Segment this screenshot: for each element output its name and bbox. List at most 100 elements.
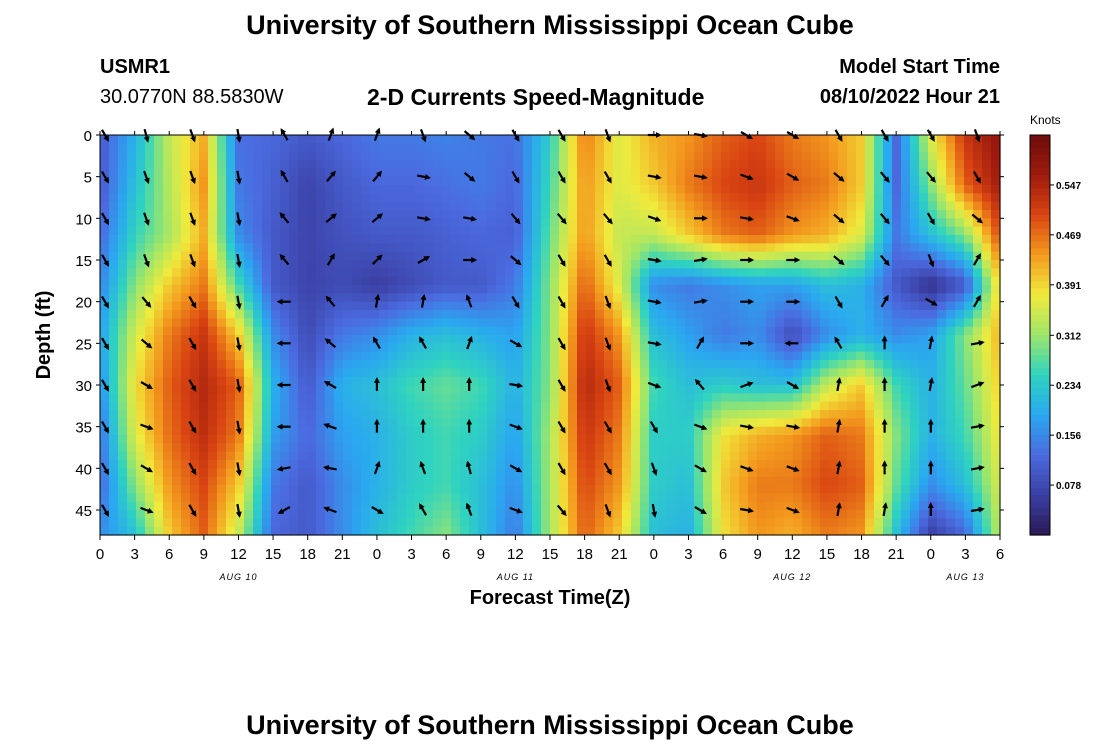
heatmap-cell [127, 160, 137, 169]
heatmap-cell [658, 335, 668, 344]
heatmap-cell [136, 143, 146, 153]
heatmap-cell [505, 418, 515, 428]
current-vector-arrow [101, 504, 109, 517]
heatmap-cell [856, 318, 866, 328]
heatmap-cell [127, 293, 137, 303]
heatmap-cell [370, 460, 380, 469]
heatmap-cell [757, 351, 767, 361]
heatmap-cell [541, 251, 551, 261]
heatmap-cell [514, 476, 524, 486]
heatmap-cell [289, 151, 299, 161]
heatmap-cell [460, 401, 470, 411]
heatmap-cell [901, 143, 911, 153]
heatmap-cell [352, 176, 362, 186]
heatmap-cell [397, 285, 407, 294]
current-vector-arrow [879, 254, 890, 267]
heatmap-cell [208, 526, 218, 536]
heatmap-cell [271, 168, 281, 178]
heatmap-cell [829, 151, 839, 161]
heatmap-cell [496, 243, 506, 253]
heatmap-cell [802, 518, 812, 528]
heatmap-cell [991, 185, 1001, 194]
current-vector-arrow [188, 379, 197, 392]
heatmap-cell [163, 268, 173, 278]
heatmap-cell [856, 435, 866, 444]
heatmap-cell [622, 160, 632, 169]
heatmap-cell [631, 168, 641, 178]
heatmap-cell [532, 326, 542, 336]
heatmap-cell [784, 335, 794, 344]
heatmap-cell [892, 493, 902, 503]
heatmap-cell [991, 501, 1001, 511]
heatmap-cell [838, 460, 848, 469]
heatmap-cell [676, 235, 686, 244]
current-vector-arrow [419, 129, 427, 143]
heatmap-cell [910, 401, 920, 411]
heatmap-cell [298, 326, 308, 336]
heatmap-cell [253, 326, 263, 336]
heatmap-cell [514, 426, 524, 436]
heatmap-cell [676, 201, 686, 211]
heatmap-cell [523, 151, 533, 161]
heatmap-cell [820, 201, 830, 211]
heatmap-cell [622, 493, 632, 503]
heatmap-cell [145, 493, 155, 503]
heatmap-cell [244, 385, 254, 394]
heatmap-cell [406, 151, 416, 161]
heatmap-cell [901, 135, 911, 144]
heatmap-cell [604, 418, 614, 428]
heatmap-cell [784, 518, 794, 528]
heatmap-cell [991, 201, 1001, 211]
heatmap-cell [352, 476, 362, 486]
heatmap-cell [577, 243, 587, 253]
heatmap-cell [316, 276, 326, 286]
heatmap-cell [667, 485, 677, 494]
heatmap-cell [487, 235, 497, 244]
heatmap-cell [604, 185, 614, 194]
heatmap-cell [217, 260, 227, 269]
heatmap-cell [919, 160, 929, 169]
heatmap-cell [316, 376, 326, 386]
heatmap-cell [388, 351, 398, 361]
heatmap-cell [532, 160, 542, 169]
heatmap-cell [469, 385, 479, 394]
heatmap-cell [685, 518, 695, 528]
heatmap-cell [802, 335, 812, 344]
heatmap-cell [577, 251, 587, 261]
heatmap-cell [703, 376, 713, 386]
heatmap-cell [784, 435, 794, 444]
heatmap-cell [172, 476, 182, 486]
heatmap-cell [685, 268, 695, 278]
heatmap-cell [802, 151, 812, 161]
heatmap-cell [235, 293, 245, 303]
heatmap-cell [199, 318, 209, 328]
heatmap-cell [145, 310, 155, 319]
heatmap-cell [226, 226, 236, 236]
heatmap-cell [847, 518, 857, 528]
heatmap-cell [379, 335, 389, 344]
heatmap-cell [100, 526, 110, 536]
heatmap-cell [820, 385, 830, 394]
heatmap-cell [199, 435, 209, 444]
heatmap-cell [748, 268, 758, 278]
heatmap-cell [154, 510, 164, 519]
heatmap-cell [865, 435, 875, 444]
heatmap-cell [586, 276, 596, 286]
heatmap-cell [946, 393, 956, 403]
heatmap-cell [541, 310, 551, 319]
heatmap-cell [793, 385, 803, 394]
current-vector-arrow [511, 295, 520, 309]
heatmap-cell [982, 401, 992, 411]
heatmap-cell [613, 460, 623, 469]
heatmap-cell [388, 318, 398, 328]
heatmap-cell [937, 485, 947, 494]
heatmap-cell [568, 418, 578, 428]
heatmap-cell [460, 385, 470, 394]
heatmap-cell [955, 160, 965, 169]
heatmap-cell [469, 393, 479, 403]
heatmap-cell [613, 393, 623, 403]
heatmap-cell [757, 226, 767, 236]
current-vector-arrow [647, 174, 662, 180]
heatmap-cell [928, 201, 938, 211]
heatmap-cell [676, 460, 686, 469]
